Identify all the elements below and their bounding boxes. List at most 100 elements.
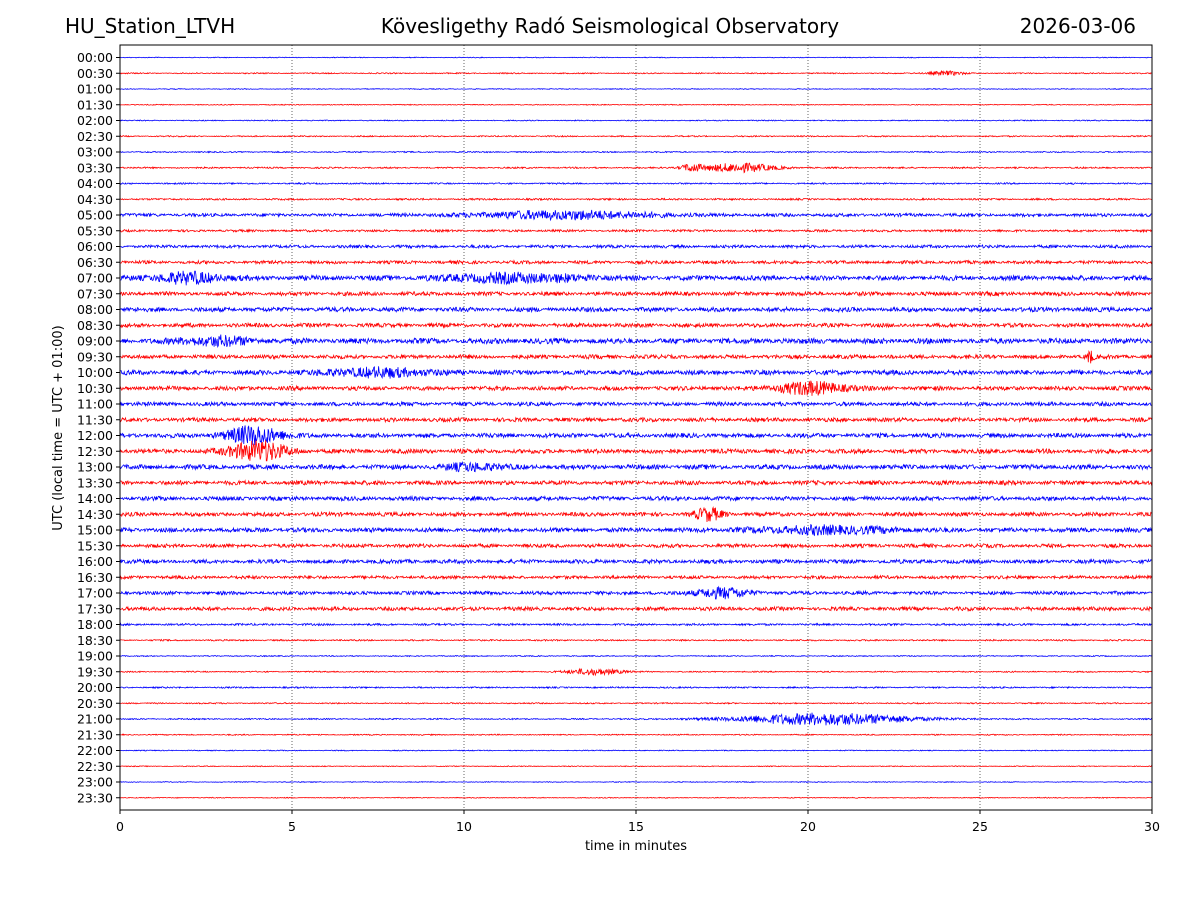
x-tick-label: 15 bbox=[628, 819, 644, 834]
y-tick-label: 13:30 bbox=[77, 475, 113, 490]
trace-1330 bbox=[119, 479, 1153, 487]
trace-1600 bbox=[119, 558, 1153, 566]
y-ticks: 00:0000:3001:0001:3002:0002:3003:0003:30… bbox=[77, 50, 120, 805]
trace-2030 bbox=[119, 701, 1152, 705]
y-tick-label: 07:00 bbox=[77, 271, 113, 286]
y-tick-label: 22:00 bbox=[77, 743, 113, 758]
trace-0300 bbox=[119, 150, 1153, 154]
trace-1000 bbox=[119, 366, 1153, 379]
trace-0800 bbox=[119, 305, 1153, 314]
y-tick-label: 08:00 bbox=[77, 302, 113, 317]
trace-2100 bbox=[119, 712, 1153, 726]
y-tick-label: 18:30 bbox=[77, 633, 113, 648]
x-tick-label: 0 bbox=[116, 819, 124, 834]
trace-1300 bbox=[119, 460, 1153, 473]
y-tick-label: 20:30 bbox=[77, 696, 113, 711]
trace-0830 bbox=[119, 321, 1153, 329]
y-tick-label: 00:30 bbox=[77, 66, 113, 81]
trace-0500 bbox=[119, 209, 1153, 222]
trace-0630 bbox=[120, 259, 1153, 266]
y-tick-label: 20:00 bbox=[77, 680, 113, 695]
y-tick-label: 13:00 bbox=[77, 460, 113, 475]
trace-1200 bbox=[119, 425, 1153, 446]
y-tick-label: 11:00 bbox=[77, 397, 113, 412]
trace-0700 bbox=[119, 270, 1153, 286]
trace-1700 bbox=[119, 585, 1153, 600]
x-axis-label: time in minutes bbox=[585, 839, 687, 854]
trace-2300 bbox=[119, 780, 1153, 784]
trace-2200 bbox=[119, 749, 1153, 752]
y-tick-label: 23:30 bbox=[77, 790, 113, 805]
y-tick-label: 08:30 bbox=[77, 318, 113, 333]
trace-1800 bbox=[119, 622, 1153, 627]
trace-1400 bbox=[119, 494, 1153, 503]
trace-0900 bbox=[119, 334, 1153, 348]
trace-0400 bbox=[119, 181, 1153, 186]
y-tick-label: 05:30 bbox=[77, 223, 113, 238]
y-tick-label: 21:00 bbox=[77, 712, 113, 727]
y-tick-label: 15:00 bbox=[77, 523, 113, 538]
y-tick-label: 14:00 bbox=[77, 491, 113, 506]
y-tick-label: 03:30 bbox=[77, 160, 113, 175]
trace-0100 bbox=[120, 88, 1153, 91]
y-tick-label: 12:30 bbox=[77, 444, 113, 459]
x-tick-label: 30 bbox=[1144, 819, 1160, 834]
y-tick-label: 22:30 bbox=[77, 759, 113, 774]
y-tick-label: 23:00 bbox=[77, 775, 113, 790]
y-tick-label: 02:30 bbox=[77, 129, 113, 144]
y-tick-label: 21:30 bbox=[77, 727, 113, 742]
y-tick-label: 15:30 bbox=[77, 538, 113, 553]
trace-1130 bbox=[119, 416, 1153, 424]
y-tick-label: 16:00 bbox=[77, 554, 113, 569]
trace-1230 bbox=[119, 440, 1153, 462]
y-tick-label: 14:30 bbox=[77, 507, 113, 522]
y-tick-label: 06:30 bbox=[77, 255, 113, 270]
trace-0030 bbox=[119, 69, 1153, 77]
trace-0230 bbox=[119, 134, 1153, 138]
y-tick-label: 09:30 bbox=[77, 349, 113, 364]
date-title: 2026-03-06 bbox=[1019, 14, 1136, 38]
y-tick-label: 19:30 bbox=[77, 664, 113, 679]
grid-lines bbox=[291, 45, 981, 810]
observatory-title: Kövesligethy Radó Seismological Observat… bbox=[380, 14, 840, 38]
y-tick-label: 17:30 bbox=[77, 601, 113, 616]
y-tick-label: 04:30 bbox=[77, 192, 113, 207]
trace-2000 bbox=[119, 685, 1152, 690]
y-tick-label: 05:00 bbox=[77, 208, 113, 223]
trace-1030 bbox=[119, 380, 1153, 396]
y-tick-label: 02:00 bbox=[77, 113, 113, 128]
y-tick-label: 10:00 bbox=[77, 365, 113, 380]
trace-1730 bbox=[119, 605, 1152, 613]
trace-1630 bbox=[119, 574, 1153, 581]
y-tick-label: 17:00 bbox=[77, 586, 113, 601]
x-ticks: 0 5 10 15 20 25 30 bbox=[116, 810, 1160, 834]
trace-1830 bbox=[119, 638, 1153, 642]
y-tick-label: 04:00 bbox=[77, 176, 113, 191]
y-axis-label: UTC (local time = UTC + 01:00) bbox=[51, 325, 66, 530]
trace-0600 bbox=[119, 243, 1153, 250]
y-tick-label: 09:00 bbox=[77, 334, 113, 349]
y-tick-label: 16:30 bbox=[77, 570, 113, 585]
x-tick-label: 20 bbox=[800, 819, 816, 834]
y-tick-label: 07:30 bbox=[77, 286, 113, 301]
trace-1530 bbox=[119, 542, 1153, 550]
trace-2230 bbox=[119, 765, 1153, 768]
trace-0730 bbox=[119, 290, 1153, 298]
y-tick-label: 01:00 bbox=[77, 82, 113, 97]
x-tick-label: 25 bbox=[972, 819, 988, 834]
trace-1500 bbox=[119, 523, 1153, 537]
y-tick-label: 10:30 bbox=[77, 381, 113, 396]
trace-0000 bbox=[119, 56, 1153, 59]
trace-2130 bbox=[119, 733, 1153, 737]
trace-1430 bbox=[119, 506, 1153, 523]
trace-0200 bbox=[119, 119, 1153, 122]
y-tick-label: 06:00 bbox=[77, 239, 113, 254]
x-tick-label: 10 bbox=[456, 819, 472, 834]
trace-0430 bbox=[119, 197, 1153, 202]
trace-1100 bbox=[119, 400, 1153, 408]
seismic-traces bbox=[119, 56, 1153, 799]
trace-0930 bbox=[119, 349, 1153, 364]
y-tick-label: 18:00 bbox=[77, 617, 113, 632]
x-tick-label: 5 bbox=[288, 819, 296, 834]
y-tick-label: 19:00 bbox=[77, 649, 113, 664]
